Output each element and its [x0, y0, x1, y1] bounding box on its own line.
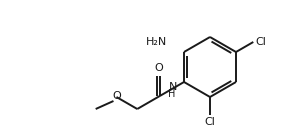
Text: O: O	[154, 63, 163, 73]
Text: N: N	[169, 82, 177, 92]
Text: Cl: Cl	[204, 117, 215, 127]
Text: H₂N: H₂N	[146, 37, 167, 47]
Text: Cl: Cl	[255, 37, 266, 47]
Text: O: O	[112, 91, 121, 101]
Text: H: H	[168, 89, 176, 99]
